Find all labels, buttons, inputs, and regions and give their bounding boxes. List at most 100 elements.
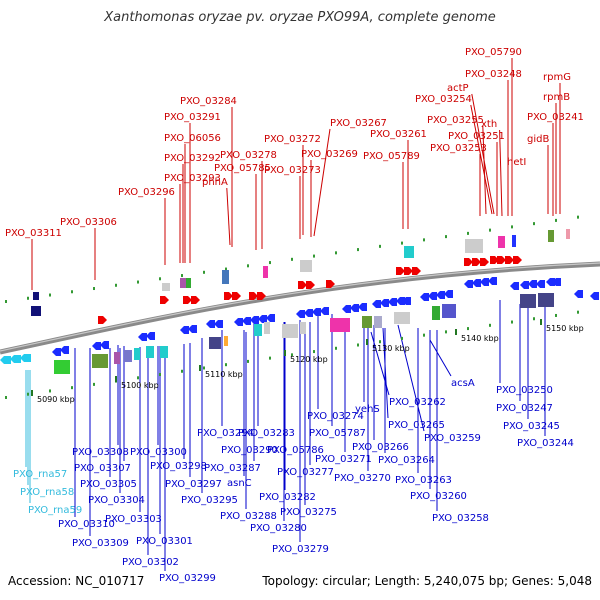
bottom-leader-acsa <box>429 339 452 377</box>
gene-arrow <box>234 318 243 326</box>
bottom-label-pxo-03270: PXO_03270 <box>334 473 391 484</box>
gene-arrow <box>342 305 351 313</box>
dot-ticks <box>5 215 579 399</box>
top-label-pxo-06056: PXO_06056 <box>164 133 221 144</box>
top-label-pxo-03255: PXO_03255 <box>427 115 484 126</box>
gene-arrow <box>444 290 453 298</box>
gene-arrow <box>490 256 499 264</box>
dot-tick <box>577 215 579 219</box>
gene-box <box>33 292 39 300</box>
top-leader-phha <box>226 187 231 246</box>
dot-tick <box>93 382 95 386</box>
dot-tick <box>247 264 249 268</box>
gene-box <box>404 246 414 258</box>
top-label-pxo-03261: PXO_03261 <box>370 129 427 140</box>
gene-box <box>263 266 268 278</box>
bottom-label-pxo-03302: PXO_03302 <box>122 557 179 568</box>
dot-tick <box>27 296 29 300</box>
bottom-leader-pxo-03259 <box>397 324 425 432</box>
kbp-tick-label: 5150 kbp <box>546 324 584 333</box>
top-label-pxo-05790: PXO_05790 <box>465 47 522 58</box>
gene-arrow <box>138 333 147 341</box>
gene-arrow <box>20 354 31 362</box>
top-label-pxo-03306: PXO_03306 <box>60 217 117 228</box>
gene-box <box>224 336 228 346</box>
kbp-tick-label: 5100 kbp <box>121 381 159 390</box>
bottom-label-pxo-03308: PXO_03308 <box>72 447 129 458</box>
kbp-ticks: 5090 kbp 5100 kbp 5110 kbp 5120 kbp 5130 kbp… <box>31 319 584 404</box>
top-label-pxo-03251: PXO_03251 <box>448 131 505 142</box>
dot-tick <box>445 330 447 334</box>
top-label-pxo-03284: PXO_03284 <box>180 96 237 107</box>
gene-arrow <box>480 258 489 266</box>
top-label-xth: xth <box>481 119 497 130</box>
gene-box <box>146 346 154 358</box>
kbp-tick-label: 5110 kbp <box>205 370 243 379</box>
gene-box <box>186 278 191 288</box>
dot-tick <box>467 231 469 235</box>
bottom-label-pxo-03274: PXO_03274 <box>307 411 364 422</box>
gene-arrow <box>536 280 545 288</box>
top-label-pxo-03291: PXO_03291 <box>164 112 221 123</box>
bottom-label-pxo-03271: PXO_03271 <box>315 454 372 465</box>
rna-labels: PXO_rna57 PXO_rna58 PXO_rna59 <box>13 469 82 516</box>
bottom-label-pxo-03307: PXO_03307 <box>74 463 131 474</box>
top-label-actp: actP <box>447 83 469 94</box>
bottom-label-pxo-03264: PXO_03264 <box>378 455 435 466</box>
gene-arrow <box>552 278 561 286</box>
gene-arrow <box>224 292 233 300</box>
gene-arrow <box>306 281 315 289</box>
bottom-label-pxo-03258: PXO_03258 <box>432 513 489 524</box>
gene-arrow <box>206 320 215 328</box>
bottom-label-pxo-03245: PXO_03245 <box>503 421 560 432</box>
top-label-pxo-03269: PXO_03269 <box>301 149 358 160</box>
dot-tick <box>489 323 491 327</box>
gene-arrow <box>92 342 101 350</box>
dot-tick <box>269 356 271 360</box>
dot-tick <box>5 396 7 399</box>
dot-tick <box>555 218 557 222</box>
top-label-rpmb: rpmB <box>543 92 570 103</box>
bottom-label-pxo-05786: PXO_05786 <box>267 445 324 456</box>
gene-arrow <box>180 326 189 334</box>
bottom-label-pxo-03303: PXO_03303 <box>105 514 162 525</box>
dot-tick <box>423 333 425 337</box>
dot-tick <box>379 244 381 248</box>
gene-box <box>222 270 229 284</box>
gene-arrow <box>98 316 107 324</box>
gene-box <box>254 324 262 336</box>
dot-tick <box>577 310 579 314</box>
top-leader-xth <box>499 129 503 217</box>
gene-arrow <box>528 280 537 288</box>
bottom-label-yehs: yehS <box>355 404 380 415</box>
dot-tick <box>357 343 359 347</box>
gene-arrow <box>266 314 275 322</box>
top-label-phha: phhA <box>202 177 228 188</box>
bottom-label-pxo-03294: PXO_03294 <box>197 428 254 439</box>
dot-tick <box>137 376 139 380</box>
gene-box <box>330 318 350 332</box>
accession-label: Accession: NC_010717 <box>8 574 145 588</box>
dot-tick <box>71 386 73 390</box>
dot-tick <box>225 267 227 271</box>
top-label-pxo-03241: PXO_03241 <box>527 112 584 123</box>
gene-box <box>264 322 270 334</box>
gene-arrow <box>388 298 397 306</box>
dot-tick <box>159 277 161 281</box>
gene-box <box>114 352 120 364</box>
dot-tick <box>313 254 315 258</box>
gene-arrow <box>420 293 429 301</box>
gene-arrow <box>258 315 267 323</box>
map-title: Xanthomonas oryzae pv. oryzae PXO99A, co… <box>104 10 496 25</box>
gene-box <box>160 346 168 358</box>
bottom-label-pxo-03280: PXO_03280 <box>250 523 307 534</box>
genome-summary: Topology: circular; Length: 5,240,075 bp… <box>262 574 592 588</box>
dot-tick <box>27 392 29 396</box>
dot-tick <box>291 257 293 261</box>
bottom-label-pxo-03260: PXO_03260 <box>410 491 467 502</box>
gene-arrow <box>358 303 367 311</box>
gene-arrow <box>428 292 437 300</box>
dot-tick <box>5 300 7 303</box>
gene-box <box>124 350 132 362</box>
